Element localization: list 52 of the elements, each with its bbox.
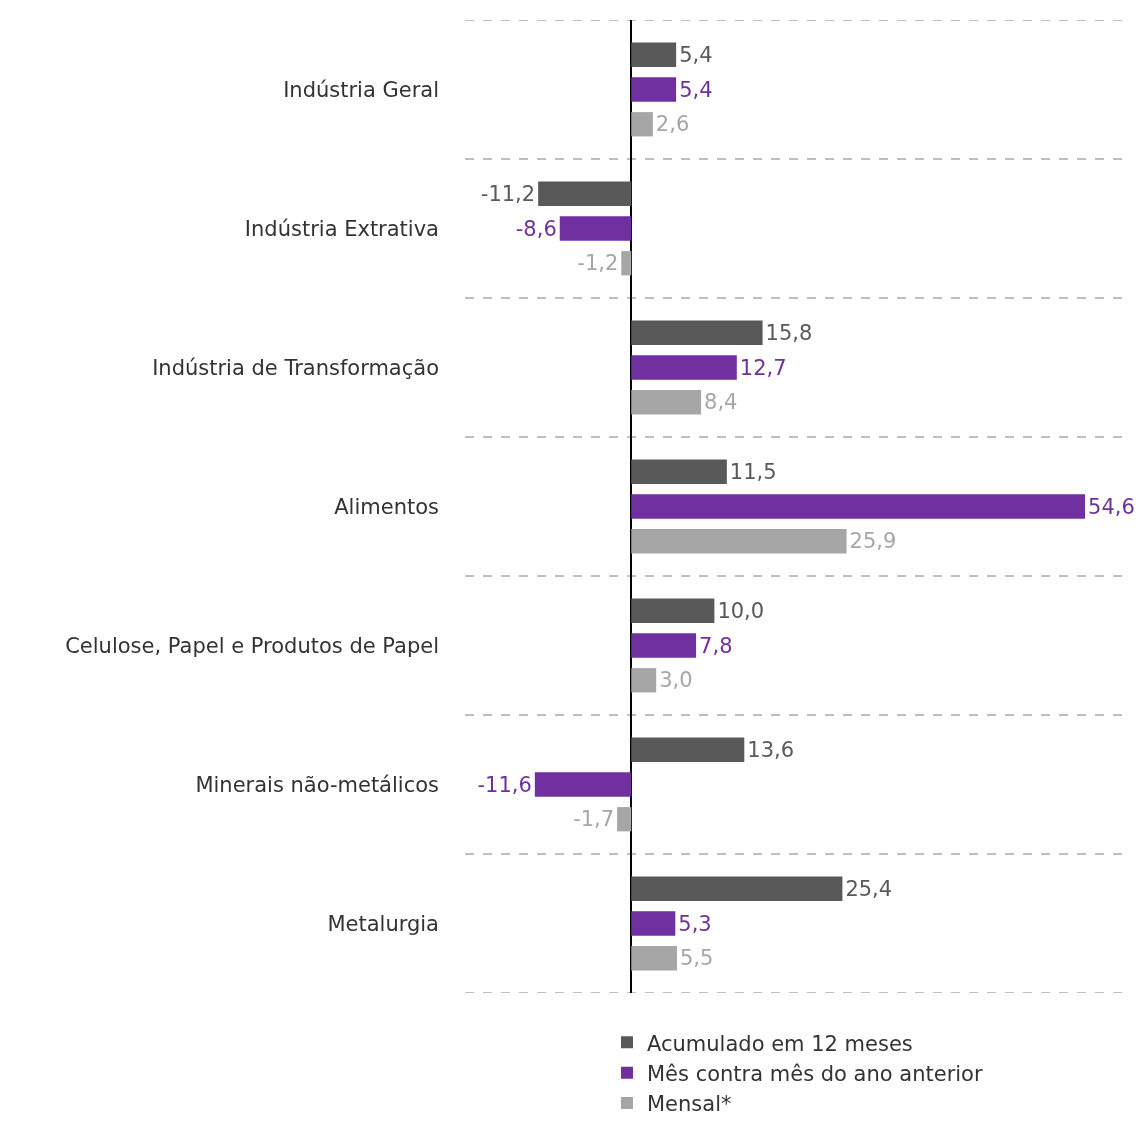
data-label: 15,8 xyxy=(765,320,813,345)
data-label: 13,6 xyxy=(747,737,795,762)
data-label: 8,4 xyxy=(704,390,738,415)
y-tick-label: Metalurgia xyxy=(327,911,439,936)
bar xyxy=(631,633,697,658)
data-label: 2,6 xyxy=(655,112,690,137)
data-label: 10,0 xyxy=(717,598,765,623)
bar xyxy=(631,77,677,102)
legend-label: Acumulado em 12 meses xyxy=(647,1031,913,1056)
bar xyxy=(631,668,657,693)
y-tick-label: Celulose, Papel e Produtos de Papel xyxy=(65,633,439,658)
bar xyxy=(631,946,677,971)
data-label: 25,4 xyxy=(845,876,893,901)
data-label: 54,6 xyxy=(1088,494,1135,519)
bar xyxy=(631,494,1086,519)
data-label: -1,2 xyxy=(577,251,619,276)
bar xyxy=(631,737,745,762)
data-label: 11,5 xyxy=(729,459,777,484)
legend-label: Mês contra mês do ano anterior xyxy=(647,1061,983,1086)
data-label: 7,8 xyxy=(699,633,733,658)
data-label: 5,5 xyxy=(679,946,714,971)
bar xyxy=(631,911,676,936)
bar xyxy=(631,320,763,345)
y-tick-label: Indústria de Transformação xyxy=(152,355,439,380)
legend-label: Mensal* xyxy=(647,1092,732,1117)
bar xyxy=(621,251,632,276)
y-tick-label: Indústria Extrativa xyxy=(244,216,439,241)
data-label: 12,7 xyxy=(739,355,787,380)
data-label: -1,7 xyxy=(573,807,615,832)
bar xyxy=(534,772,632,797)
data-label: -8,6 xyxy=(515,216,557,241)
bar xyxy=(631,390,702,415)
bar xyxy=(631,112,653,137)
data-label: 5,4 xyxy=(679,42,713,67)
data-label: 5,3 xyxy=(678,911,712,936)
bar xyxy=(631,529,847,554)
bar xyxy=(617,807,632,832)
data-label: 25,9 xyxy=(849,529,897,554)
y-tick-label: Minerais não-metálicos xyxy=(195,772,439,797)
bar xyxy=(631,355,737,380)
bar xyxy=(631,598,715,623)
y-tick-label: Alimentos xyxy=(334,494,439,519)
y-tick-label: Indústria Geral xyxy=(283,77,439,102)
bar xyxy=(631,876,843,901)
bar xyxy=(631,459,727,484)
data-label: 3,0 xyxy=(659,668,693,693)
bar xyxy=(559,216,632,241)
data-label: -11,2 xyxy=(480,181,536,206)
bar xyxy=(538,181,632,206)
data-label: 5,4 xyxy=(679,77,713,102)
bar xyxy=(631,42,677,67)
data-label: -11,6 xyxy=(477,772,532,797)
